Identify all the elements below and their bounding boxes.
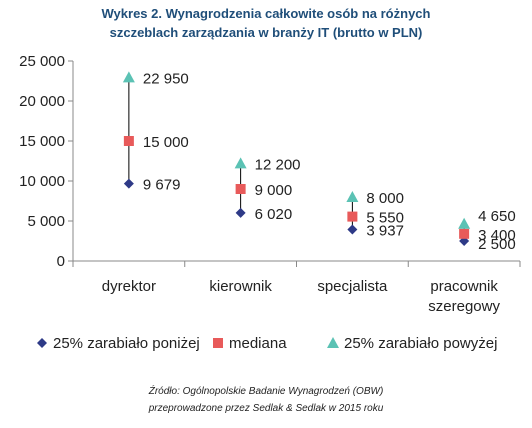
y-tick-label: 0 [57, 253, 65, 270]
data-label: 6 020 [255, 206, 293, 223]
marker-square [347, 211, 358, 222]
data-label: 5 550 [366, 210, 404, 227]
legend-label: mediana [229, 335, 287, 352]
marker-square [123, 136, 134, 146]
data-label: 9 679 [143, 177, 181, 194]
marker-diamond [347, 224, 358, 235]
legend-marker-triangle [327, 337, 339, 348]
legend-marker-square [213, 338, 223, 348]
data-label: 22 950 [143, 70, 189, 87]
data-label: 8 000 [366, 190, 404, 207]
x-category-label: kierownik [209, 278, 272, 295]
data-label: 2 500 [478, 236, 516, 253]
x-category-label: pracownik szeregowy [428, 278, 500, 315]
y-tick-label: 20 000 [19, 93, 65, 110]
marker-triangle [122, 71, 135, 83]
y-tick-label: 5 000 [27, 213, 65, 230]
data-label: 15 000 [143, 134, 189, 151]
marker-triangle [234, 157, 247, 169]
source-note-line1: Źródło: Ogólnopolskie Badanie Wynagrodze… [148, 386, 384, 397]
y-tick-label: 10 000 [19, 173, 65, 190]
y-tick-label: 15 000 [19, 133, 65, 150]
x-category-label: dyrektor [102, 278, 156, 295]
data-label: 3 937 [366, 223, 404, 240]
chart-title-line2: szczeblach zarządzania w branży IT (brut… [109, 25, 423, 40]
source-note-line2: przeprowadzone przez Sedlak & Sedlak w 2… [148, 403, 384, 414]
legend-label: 25% zarabiało powyżej [344, 335, 497, 352]
marker-triangle [458, 217, 471, 229]
marker-diamond [123, 178, 134, 189]
chart-title-line1: Wykres 2. Wynagrodzenia całkowite osób n… [101, 6, 431, 21]
marker-triangle [346, 191, 359, 202]
chart-title: Wykres 2. Wynagrodzenia całkowite osób n… [0, 4, 532, 42]
legend-label: 25% zarabiało poniżej [53, 335, 200, 352]
data-label: 3 400 [478, 227, 516, 244]
data-label: 9 000 [255, 182, 293, 199]
marker-square [235, 184, 246, 194]
marker-diamond [235, 207, 246, 218]
y-tick-label: 25 000 [19, 53, 65, 70]
x-category-label: specjalista [317, 278, 388, 295]
legend-marker-diamond [37, 338, 47, 348]
data-label: 12 200 [255, 156, 301, 173]
marker-square [459, 228, 470, 239]
data-label: 4 650 [478, 208, 516, 225]
